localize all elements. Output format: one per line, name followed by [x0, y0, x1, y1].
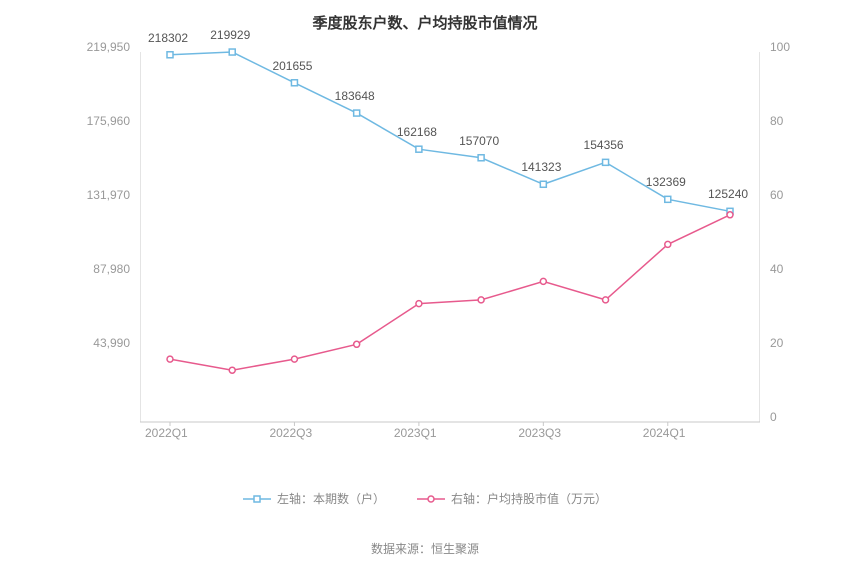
left-y-tick-label: 175,960 [87, 114, 130, 128]
data-point-label: 132369 [646, 175, 686, 189]
left-y-tick-label: 131,970 [87, 188, 130, 202]
chart-title: 季度股东户数、户均持股市值情况 [0, 12, 850, 33]
x-tick-label: 2022Q1 [145, 426, 188, 440]
legend-label: 右轴：户均持股市值（万元） [451, 490, 607, 507]
x-tick-label: 2024Q1 [643, 426, 686, 440]
legend-label: 左轴：本期数（户） [277, 490, 385, 507]
legend-item: 右轴：户均持股市值（万元） [417, 490, 607, 507]
data-point-label: 154356 [584, 138, 624, 152]
x-tick-label: 2023Q1 [394, 426, 437, 440]
legend-marker-icon [243, 492, 271, 506]
right-y-tick-label: 60 [770, 188, 783, 202]
right-y-tick-label: 80 [770, 114, 783, 128]
right-y-tick-label: 40 [770, 262, 783, 276]
data-point-label: 219929 [210, 28, 250, 42]
data-point-label: 218302 [148, 31, 188, 45]
data-point-label: 125240 [708, 187, 748, 201]
right-y-tick-label: 100 [770, 40, 790, 54]
legend-item: 左轴：本期数（户） [243, 490, 385, 507]
right-y-tick-label: 20 [770, 336, 783, 350]
chart-container: 季度股东户数、户均持股市值情况 43,990 87,980 131,970 175,9… [0, 0, 850, 575]
data-point-label: 141323 [521, 160, 561, 174]
chart-plot-area [140, 48, 760, 418]
left-y-tick-label: 219,950 [87, 40, 130, 54]
x-tick-label: 2023Q3 [518, 426, 561, 440]
data-source: 数据来源：恒生聚源 [0, 540, 850, 557]
x-tick-label: 2022Q3 [269, 426, 312, 440]
data-point-label: 201655 [272, 59, 312, 73]
right-y-tick-label: 0 [770, 410, 777, 424]
data-point-label: 183648 [335, 89, 375, 103]
left-y-tick-label: 43,990 [93, 336, 130, 350]
data-point-label: 162168 [397, 125, 437, 139]
data-point-label: 157070 [459, 134, 499, 148]
legend-marker-icon [417, 492, 445, 506]
legend: 左轴：本期数（户） 右轴：户均持股市值（万元） [0, 490, 850, 509]
left-y-tick-label: 87,980 [93, 262, 130, 276]
